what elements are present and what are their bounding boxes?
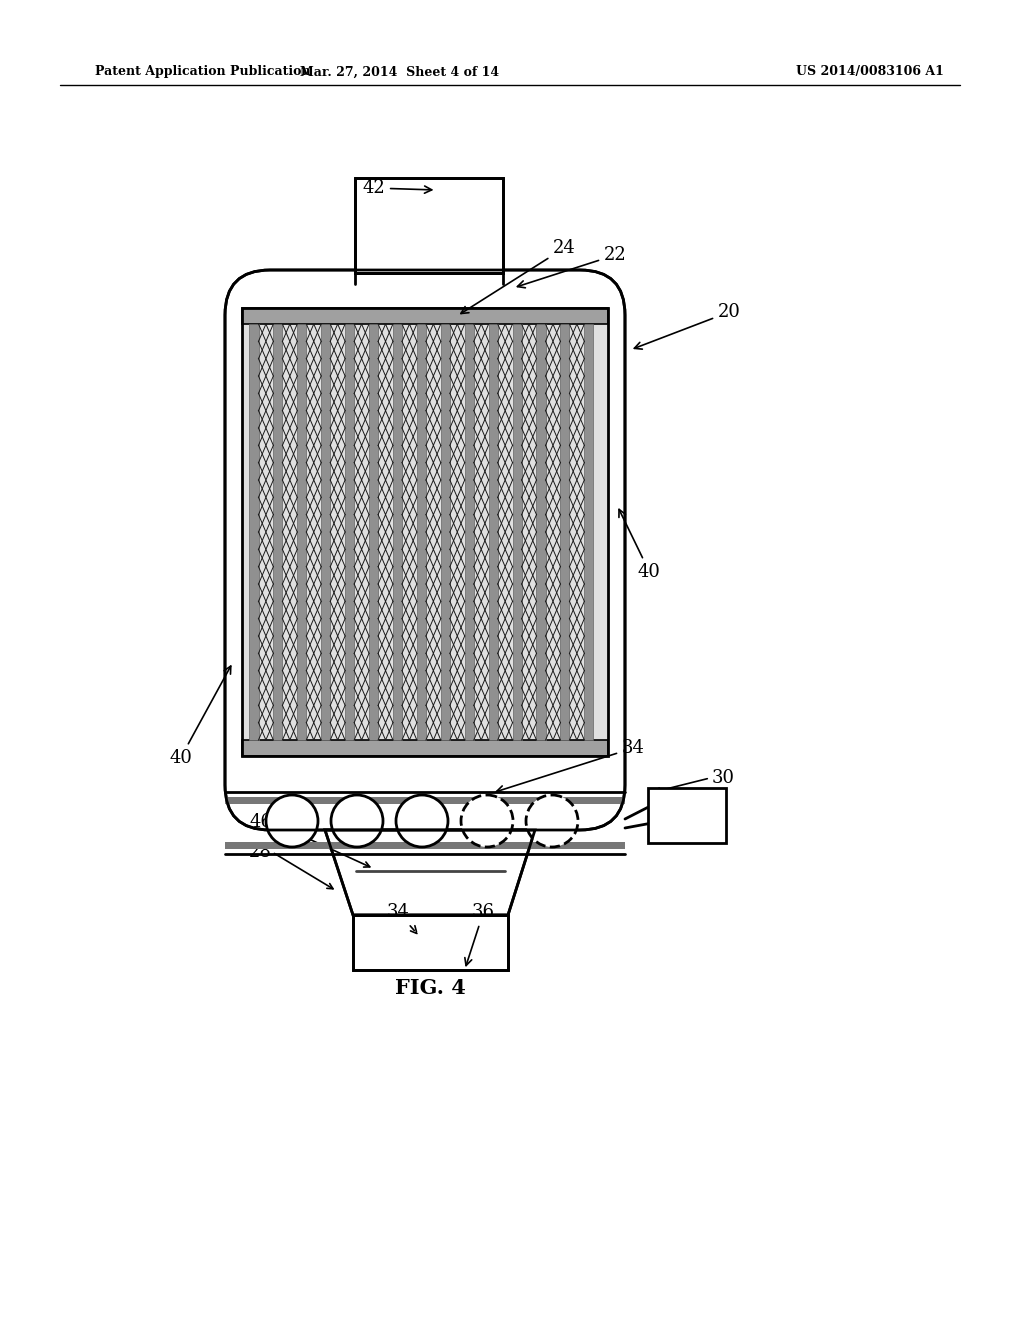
Bar [297, 323, 306, 741]
FancyBboxPatch shape [225, 271, 625, 830]
Text: Patent Application Publication: Patent Application Publication [95, 66, 310, 78]
Bar [355, 178, 503, 273]
Text: 24: 24 [461, 239, 575, 314]
Bar [353, 915, 508, 970]
Bar [355, 178, 503, 273]
Bar [242, 741, 608, 756]
Bar [345, 323, 354, 741]
Circle shape [396, 795, 449, 847]
Bar [273, 323, 283, 741]
Text: 40: 40 [618, 510, 660, 581]
Text: 30: 30 [712, 770, 735, 787]
Bar [488, 323, 498, 741]
Text: US 2014/0083106 A1: US 2014/0083106 A1 [796, 66, 944, 78]
Text: 20: 20 [634, 304, 741, 348]
Circle shape [331, 795, 383, 847]
Text: 34: 34 [497, 739, 645, 793]
Bar [242, 308, 608, 323]
Text: 46: 46 [249, 813, 272, 832]
Text: 36: 36 [465, 903, 495, 966]
Text: FIG. 4: FIG. 4 [394, 978, 466, 998]
Circle shape [526, 795, 578, 847]
Bar [440, 323, 450, 741]
Bar [369, 323, 378, 741]
Text: 28: 28 [249, 843, 272, 861]
Bar [560, 323, 569, 741]
Circle shape [266, 795, 318, 847]
Bar [393, 323, 402, 741]
Text: 34: 34 [387, 903, 417, 933]
Text: 22: 22 [517, 246, 627, 288]
Bar [513, 323, 521, 741]
Text: Mar. 27, 2014  Sheet 4 of 14: Mar. 27, 2014 Sheet 4 of 14 [300, 66, 500, 78]
Bar [322, 323, 331, 741]
Bar [417, 323, 426, 741]
Bar [353, 915, 508, 970]
Polygon shape [325, 830, 535, 915]
Bar [537, 323, 546, 741]
Text: 40: 40 [169, 667, 230, 767]
Bar [242, 323, 608, 741]
Bar [585, 323, 593, 741]
Circle shape [461, 795, 513, 847]
Bar [225, 842, 625, 849]
Bar [648, 788, 726, 843]
Bar [465, 323, 474, 741]
Text: 42: 42 [362, 180, 432, 197]
Bar [242, 308, 608, 756]
Bar [225, 797, 625, 804]
Bar [250, 323, 258, 741]
